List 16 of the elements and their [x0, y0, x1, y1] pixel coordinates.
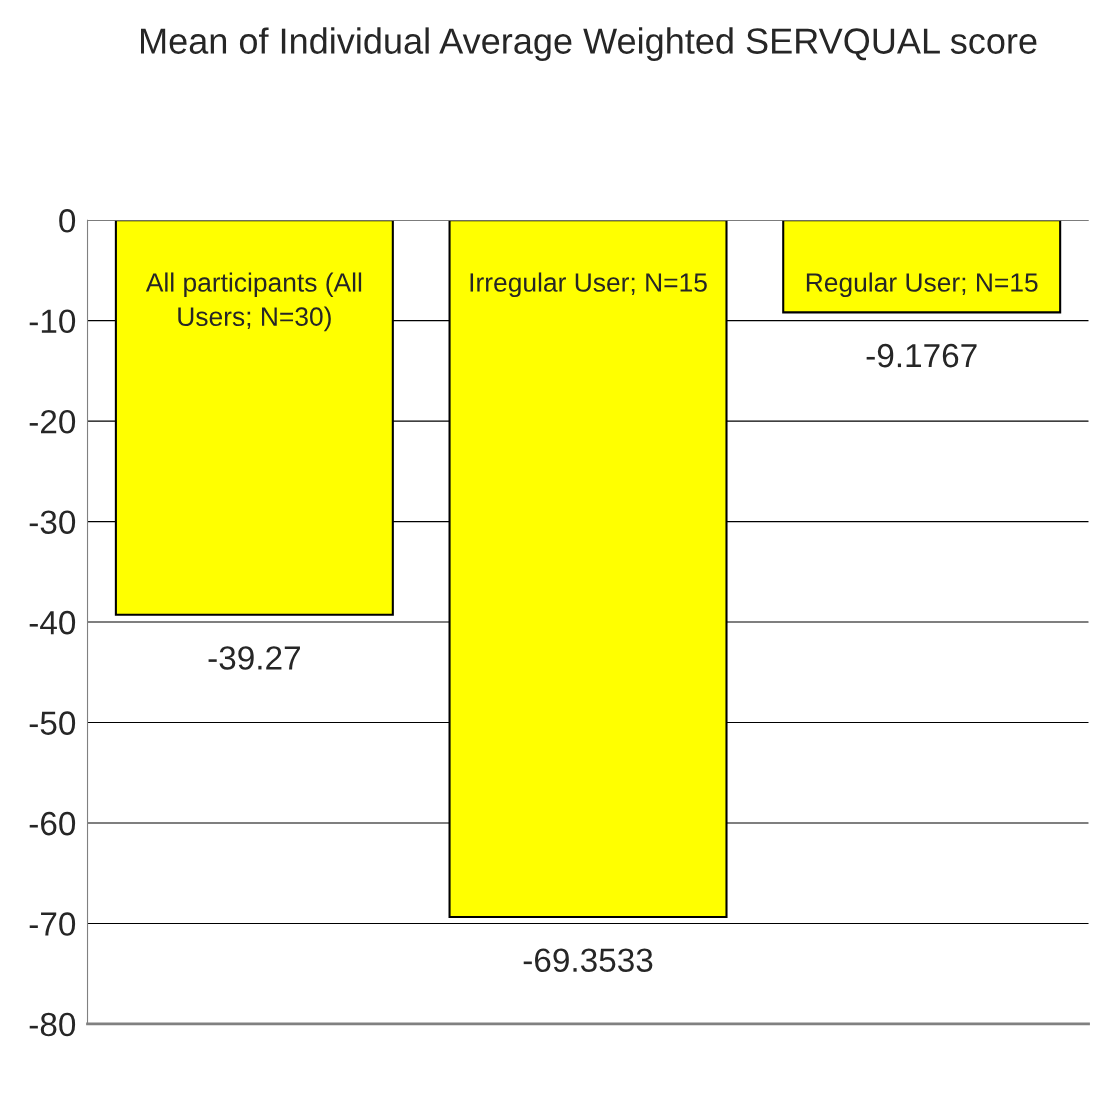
y-tick-label: -10: [29, 309, 76, 334]
y-tick-label: -80: [29, 1012, 76, 1037]
y-tick-label: -40: [29, 610, 76, 635]
y-tick-label: -30: [29, 510, 76, 535]
x-tick-label: Irregular User; N=15: [470, 272, 707, 298]
x-tick-label: Regular User; N=15: [806, 272, 1038, 298]
y-tick-label: -70: [29, 912, 76, 936]
chart-title: Mean of Individual Average Weighted SERVQUAL score: [141, 27, 1037, 62]
data-label: -69.3533: [523, 948, 653, 973]
data-label: -39.27: [208, 646, 300, 670]
y-tick-label: -60: [29, 811, 76, 836]
data-label: -9.1767: [866, 343, 977, 368]
x-tick-label: All participants (All Users; N=30): [145, 272, 362, 332]
y-tick-label: -50: [29, 711, 76, 735]
y-tick-label: -20: [29, 409, 76, 434]
y-tick-label: 0: [59, 209, 76, 233]
